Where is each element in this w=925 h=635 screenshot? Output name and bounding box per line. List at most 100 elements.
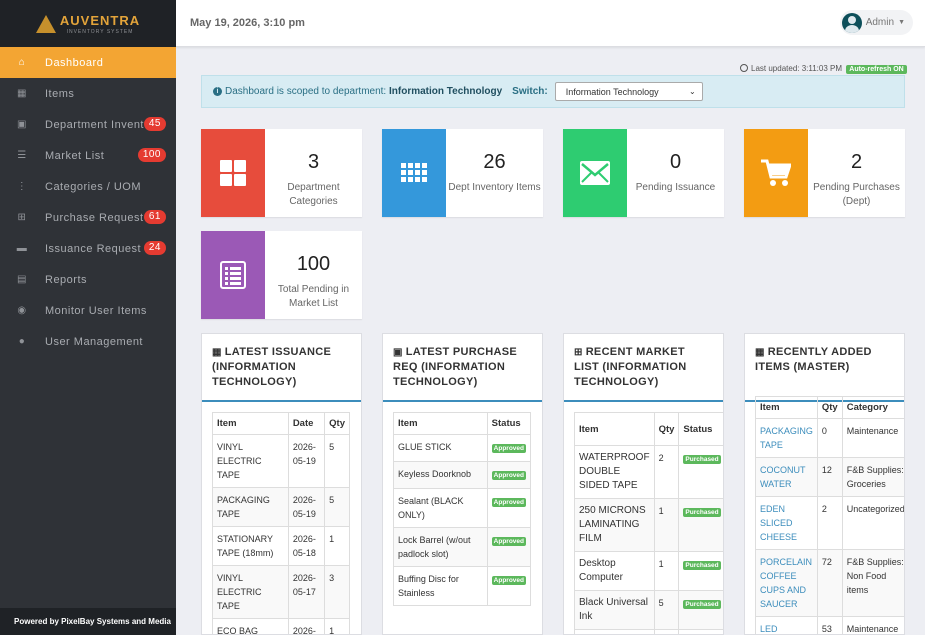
sidebar: AUVENTRA INVENTORY SYSTEM ⌂ Dashboard ▦ Ite… [0, 0, 176, 635]
sidebar-item-department-inventory[interactable]: ▣ Department Inventory 45 [0, 109, 176, 140]
column-header[interactable]: Qty [653, 412, 680, 446]
table-cell: VINYL ELECTRIC TAPE [212, 565, 289, 619]
cart-icon [744, 129, 808, 217]
column-header[interactable]: Item [755, 396, 818, 419]
column-header[interactable]: Category [841, 396, 904, 419]
eye-icon: ◉ [17, 305, 27, 316]
brand-logo[interactable]: AUVENTRA INVENTORY SYSTEM [0, 0, 176, 47]
grid-icon: ▦ [17, 88, 27, 99]
stat-box-pending-issuance[interactable]: 0 Pending Issuance [563, 129, 724, 217]
table-cell: F&B Supplies: Groceries [841, 457, 904, 497]
user-name: Admin [865, 17, 895, 28]
stat-value: 100 [296, 253, 331, 275]
info-icon: i [213, 87, 222, 96]
stat-box-total-pending-in-market-list[interactable]: 100 Total Pending in Market List [201, 231, 362, 319]
table-cell: Keyless Doorknob [393, 461, 488, 489]
sidebar-item-user-management[interactable]: ● User Management [0, 326, 176, 357]
top-bar: May 19, 2026, 3:10 pm Admin ▼ [176, 0, 925, 47]
stat-box-pending-purchases-dept-[interactable]: 2 Pending Purchases (Dept) [744, 129, 905, 217]
count-badge: 24 [143, 241, 166, 255]
auto-refresh-badge[interactable]: Auto-refresh ON [846, 65, 907, 74]
recently-added-items-panel: ▦ RECENTLY ADDED ITEMS (MASTER) Item Qty Ca… [744, 333, 905, 635]
status-badge: Approved [491, 498, 526, 507]
table-cell: 2026-05-17 [287, 618, 326, 634]
table-cell: 2026-05-19 [287, 487, 326, 527]
stat-label: Dept Inventory Items [448, 182, 541, 193]
sidebar-item-market-list[interactable]: ☰ Market List 100 [0, 140, 176, 171]
status-badge: Approved [491, 537, 526, 546]
table-cell: Maintenance [841, 418, 904, 458]
issuance-table: Item Date Qty VINYL ELECTRIC TAPE 2026-05-19… [212, 412, 350, 634]
table-cell: WATERPROOF DOUBLE SIDED TAPE [574, 445, 655, 499]
latest-issuance-panel: ▦ LATEST ISSUANCE (INFORMATION TECHNOLOGY… [201, 333, 362, 635]
item-link[interactable]: PACKAGING TAPE [760, 426, 813, 450]
table-cell: Black Universal Ink [574, 590, 655, 630]
sidebar-item-label: Department Inventory [45, 118, 150, 131]
table-cell: 3 [324, 565, 350, 619]
column-header[interactable]: Item [574, 412, 655, 446]
column-header[interactable]: Item [212, 412, 289, 435]
cart-icon: ⊞ [17, 212, 27, 223]
department-select-value: Information Technology [565, 86, 659, 97]
stat-label: Pending Purchases (Dept) [813, 182, 900, 207]
avatar [841, 12, 862, 33]
item-link[interactable]: LED SQUARE [760, 624, 778, 634]
sidebar-item-monitor-user-items[interactable]: ◉ Monitor User Items [0, 295, 176, 326]
sidebar-item-label: Categories / UOM [45, 180, 142, 193]
table-row: Keyless Doorknob Approved [393, 461, 532, 489]
recent-items-table: Item Qty Category PACKAGING TAPE 0 Maintenanc… [755, 396, 904, 634]
status-badge: Purchased [683, 455, 721, 464]
user-icon: ● [18, 336, 26, 347]
column-header[interactable]: Status [486, 412, 532, 435]
sidebar-item-categories-uom[interactable]: ⋮ Categories / UOM [0, 171, 176, 202]
table-cell: 2 [816, 496, 843, 550]
table-row: Black Universal Ink5PurchasedMelm Arser [574, 590, 723, 630]
column-header[interactable]: Qty [324, 412, 350, 435]
market-table: ItemQtyStatusCrea ByWATERPROOF DOUBLE SI… [574, 412, 723, 634]
user-menu-button[interactable]: Admin ▼ [839, 10, 913, 35]
sidebar-item-dashboard[interactable]: ⌂ Dashboard [0, 47, 176, 78]
item-link[interactable]: PORCELAIN COFFEE CUPS AND SAUCER [760, 557, 813, 609]
table-cell: 2026-05-17 [287, 565, 326, 619]
stat-box-dept-inventory-items[interactable]: 26 Dept Inventory Items [382, 129, 543, 217]
sidebar-item-label: Items [45, 87, 75, 100]
department-select[interactable]: Information Technology ⌄ [554, 82, 703, 101]
table-cell: 1 [324, 526, 350, 566]
status-badge: Approved [491, 471, 526, 480]
last-updated-text: Last updated: 3:11:03 PM [751, 64, 843, 73]
table-row: GLUE STICK Approved [393, 434, 532, 462]
switch-label: Switch: [512, 86, 548, 97]
sidebar-item-items[interactable]: ▦ Items [0, 78, 176, 109]
table-row: PACKAGING TAPE 0 Maintenance [755, 418, 904, 458]
item-link[interactable]: COCONUT WATER [760, 465, 806, 489]
table-cell: 5 [324, 434, 350, 488]
stat-box-department-categories[interactable]: 3 Department Categories [201, 129, 362, 217]
table-cell: Lock Barrel (w/out padlock slot) [393, 527, 488, 567]
table-row: EDEN SLICED CHEESE 2 Uncategorized [755, 496, 904, 550]
status-badge: Purchased [683, 508, 721, 517]
grid-icon [201, 129, 265, 217]
table-cell: PACKAGING TAPE [212, 487, 289, 527]
list-icon: ☰ [17, 150, 27, 161]
count-badge: 45 [143, 117, 166, 131]
sidebar-item-label: User Management [45, 335, 143, 348]
reports-icon: ▤ [17, 274, 27, 285]
table-cell: 0 [816, 418, 843, 458]
table-cell: VINYL ELECTRIC TAPE [212, 434, 289, 488]
item-link[interactable]: EDEN SLICED CHEESE [760, 504, 798, 542]
count-badge: 61 [143, 210, 166, 224]
status-badge: Purchased [683, 600, 721, 609]
sidebar-item-purchase-request[interactable]: ⊞ Purchase Request 61 [0, 202, 176, 233]
column-header[interactable]: Qty [816, 396, 843, 419]
column-header[interactable]: Item [393, 412, 488, 435]
table-cell: 72 [816, 549, 843, 617]
column-header[interactable]: Status [678, 412, 723, 446]
status-badge: Approved [491, 576, 526, 585]
table-row: 250 MICRONS LAMINATING FILM1PurchasedMel… [574, 498, 723, 552]
sidebar-item-issuance-request[interactable]: ▬ Issuance Request 24 [0, 233, 176, 264]
column-header[interactable]: Date [287, 412, 326, 435]
table-row: Desktop Computer1PurchasedAdmi [574, 551, 723, 591]
table-cell: 250 MICRONS LAMINATING FILM [574, 498, 655, 552]
status-badge: Purchased [683, 561, 721, 570]
sidebar-item-reports[interactable]: ▤ Reports [0, 264, 176, 295]
